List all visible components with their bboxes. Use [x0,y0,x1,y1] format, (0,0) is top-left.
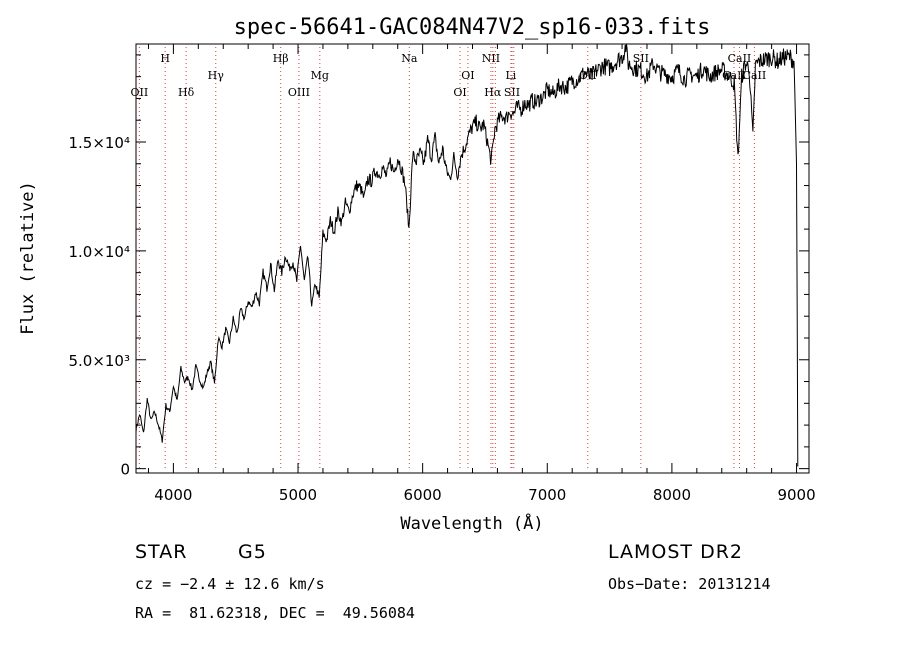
x-axis: 4000 5000 6000 7000 8000 9000 [147,44,816,504]
y-tick-label: 5.0×10³ [68,352,130,370]
line-marker-label: CaII [743,69,767,82]
y-axis-label: Flux (relative) [18,181,38,335]
x-tick-label: 4000 [154,486,192,504]
spectral-line-markers: OIIHHδHγHβOIIIMgNaOIOINIIHαLiSIIOIISIICa… [131,47,767,471]
x-tick-label: 6000 [404,486,442,504]
line-marker-label: CaII [728,52,752,65]
object-subclass: G5 [238,541,267,563]
spectrum-line [135,43,799,467]
line-marker-label: SII [504,86,520,99]
line-marker-label: NII [482,52,500,65]
object-class: STAR [135,541,188,563]
line-marker-label: Hα [484,86,502,99]
x-tick-label: 9000 [777,486,815,504]
line-marker-label: Hβ [273,52,289,65]
plot-frame [135,43,810,474]
line-marker-label: OIII [288,86,310,99]
line-marker-label: Li [505,69,516,82]
line-marker-label: H [160,52,170,65]
y-axis: 0 5.0×10³ 1.0×10⁴ 1.5×10⁴ [68,54,809,479]
y-tick-label: 0 [120,461,130,479]
redshift-velocity: cz = −2.4 ± 12.6 km/s [135,575,325,593]
x-tick-label: 7000 [528,486,566,504]
chart-title: spec-56641-GAC084N47V2_sp16-033.fits [234,15,711,40]
line-marker-label: OI [461,69,474,82]
line-marker-label: Hγ [208,69,225,82]
observation-date: Obs−Date: 20131214 [608,575,771,593]
line-marker-label: Hδ [178,86,195,99]
sky-coordinates: RA = 81.62318, DEC = 49.56084 [135,604,415,622]
line-marker-label: OII [131,86,149,99]
line-marker-label: OI [453,86,466,99]
x-tick-label: 8000 [653,486,691,504]
line-marker-label: Mg [311,69,329,82]
x-axis-label: Wavelength (Å) [400,512,543,534]
line-marker-label: Na [401,52,418,65]
x-tick-label: 5000 [279,486,317,504]
y-tick-label: 1.0×10⁴ [68,243,130,261]
survey-name: LAMOST DR2 [608,541,743,563]
y-tick-label: 1.5×10⁴ [68,134,130,152]
